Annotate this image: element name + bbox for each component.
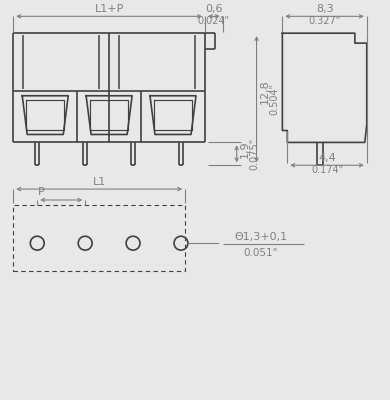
Text: 0,6: 0,6 [205,4,223,14]
Text: 12,8: 12,8 [259,79,269,104]
Text: L1: L1 [92,177,106,187]
Text: 0.051": 0.051" [243,248,278,258]
Text: 1,9: 1,9 [239,140,250,158]
Text: 8,3: 8,3 [316,4,333,14]
Text: 0.174": 0.174" [311,165,343,175]
Text: 0.327": 0.327" [308,16,341,26]
Text: Θ1,3+0,1: Θ1,3+0,1 [234,232,287,242]
Text: 4,4: 4,4 [318,153,336,163]
Text: P: P [38,187,44,197]
Text: L1+P: L1+P [94,4,124,14]
Bar [13,205,185,272]
Text: 0.024": 0.024" [198,16,230,26]
Text: 0.075": 0.075" [250,138,260,170]
Text: 0.504": 0.504" [269,83,279,115]
